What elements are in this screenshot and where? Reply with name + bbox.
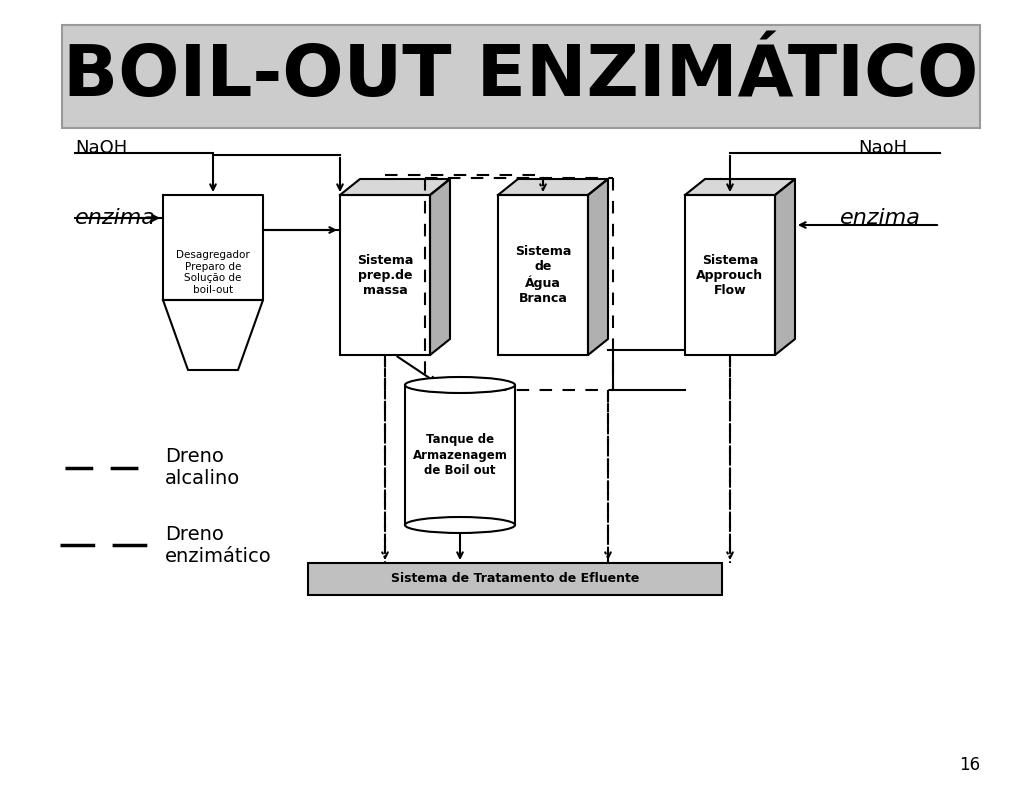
FancyBboxPatch shape bbox=[498, 195, 588, 355]
Text: BOIL-OUT ENZIMÁTICO: BOIL-OUT ENZIMÁTICO bbox=[63, 42, 979, 111]
Polygon shape bbox=[163, 300, 263, 370]
Text: Dreno
alcalino: Dreno alcalino bbox=[165, 448, 241, 489]
Text: Tanque de
Armazenagem
de Boil out: Tanque de Armazenagem de Boil out bbox=[413, 433, 508, 476]
Text: 16: 16 bbox=[958, 756, 980, 774]
Text: Sistema
Approuch
Flow: Sistema Approuch Flow bbox=[696, 253, 764, 297]
Text: Desagregador
Preparo de
Solução de
boil-out: Desagregador Preparo de Solução de boil-… bbox=[176, 250, 250, 295]
Text: NaoH: NaoH bbox=[858, 139, 907, 157]
FancyBboxPatch shape bbox=[685, 195, 775, 355]
Text: Sistema
prep.de
massa: Sistema prep.de massa bbox=[356, 253, 414, 297]
Polygon shape bbox=[430, 179, 450, 355]
Ellipse shape bbox=[406, 377, 515, 393]
Text: Sistema
de
Água
Branca: Sistema de Água Branca bbox=[515, 245, 571, 305]
Ellipse shape bbox=[406, 517, 515, 533]
Polygon shape bbox=[588, 179, 608, 355]
FancyBboxPatch shape bbox=[340, 195, 430, 355]
Polygon shape bbox=[163, 195, 263, 300]
Polygon shape bbox=[498, 179, 608, 195]
Polygon shape bbox=[340, 179, 450, 195]
Text: NaOH: NaOH bbox=[75, 139, 127, 157]
Text: Dreno
enzimático: Dreno enzimático bbox=[165, 524, 271, 566]
Polygon shape bbox=[685, 179, 795, 195]
Text: Sistema de Tratamento de Efluente: Sistema de Tratamento de Efluente bbox=[391, 573, 639, 585]
Text: enzima: enzima bbox=[75, 208, 156, 228]
Text: enzima: enzima bbox=[840, 208, 921, 228]
FancyBboxPatch shape bbox=[406, 385, 515, 525]
Polygon shape bbox=[775, 179, 795, 355]
FancyBboxPatch shape bbox=[62, 25, 980, 128]
FancyBboxPatch shape bbox=[308, 563, 722, 595]
